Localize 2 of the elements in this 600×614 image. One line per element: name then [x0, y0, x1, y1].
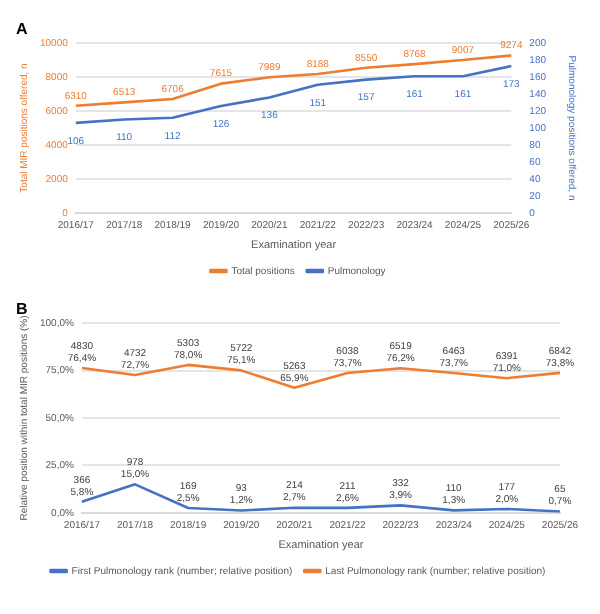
chart-title: A — [16, 20, 28, 39]
chart-title: B — [16, 300, 28, 319]
